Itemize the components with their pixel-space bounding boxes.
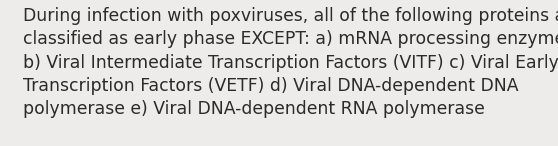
Text: During infection with poxviruses, all of the following proteins are
classified a: During infection with poxviruses, all of… xyxy=(23,7,558,118)
